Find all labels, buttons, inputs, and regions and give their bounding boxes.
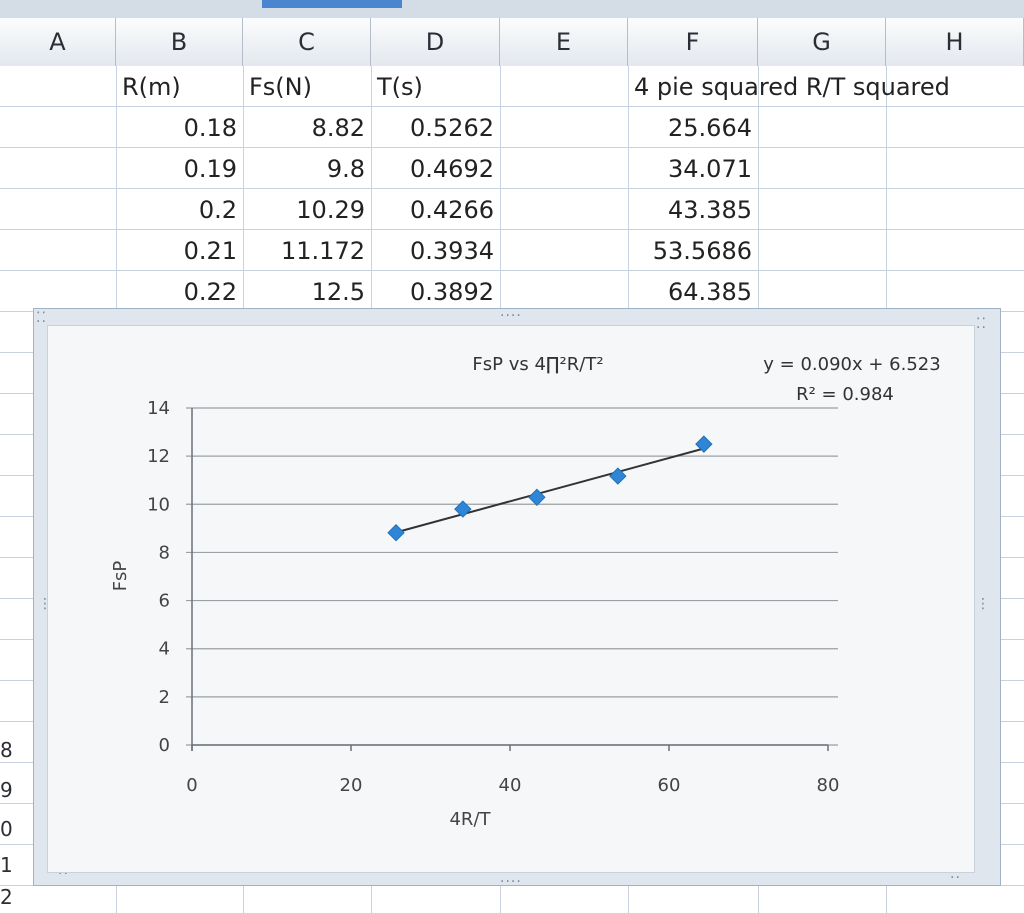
column-header-d[interactable]: D: [371, 18, 500, 66]
cell-c[interactable]: 9.8: [326, 154, 365, 183]
cell-d[interactable]: 0.4266: [410, 195, 494, 224]
cell-b[interactable]: 0.18: [183, 113, 237, 142]
row-number[interactable]: 9: [0, 778, 13, 802]
column-header-h[interactable]: H: [886, 18, 1024, 66]
cell-c-header[interactable]: Fs(N): [249, 72, 312, 101]
cell-c[interactable]: 8.82: [311, 113, 365, 142]
cell-b[interactable]: 0.19: [183, 154, 237, 183]
row-number[interactable]: 0: [0, 817, 13, 841]
cell-c[interactable]: 10.29: [296, 195, 365, 224]
column-header-a[interactable]: A: [0, 18, 116, 66]
cell-d[interactable]: 0.3892: [410, 277, 494, 306]
column-header-e[interactable]: E: [500, 18, 628, 66]
cell-f[interactable]: 64.385: [668, 277, 752, 306]
cell-f-header[interactable]: 4 pie squared R/T squared: [634, 72, 950, 101]
cell-f[interactable]: 34.071: [668, 154, 752, 183]
resize-handle[interactable]: ⁚⁚: [976, 316, 987, 332]
cell-d[interactable]: 0.5262: [410, 113, 494, 142]
cell-d[interactable]: 0.3934: [410, 236, 494, 265]
cell-c[interactable]: 11.172: [281, 236, 365, 265]
cell-b[interactable]: 0.2: [198, 195, 237, 224]
row-number[interactable]: 2: [0, 885, 13, 909]
cell-f[interactable]: 25.664: [668, 113, 752, 142]
ribbon-edge: [0, 0, 1024, 18]
column-header-c[interactable]: C: [243, 18, 371, 66]
cell-d[interactable]: 0.4692: [410, 154, 494, 183]
row-number[interactable]: 1: [0, 853, 13, 877]
cell-f[interactable]: 43.385: [668, 195, 752, 224]
active-tab-indicator: [262, 0, 402, 8]
cell-b[interactable]: 0.22: [183, 277, 237, 306]
column-header-g[interactable]: G: [758, 18, 886, 66]
chart-area[interactable]: [47, 325, 975, 873]
resize-handle[interactable]: ⁚⁚: [950, 866, 961, 882]
cell-d-header[interactable]: T(s): [377, 72, 423, 101]
column-header-b[interactable]: B: [116, 18, 243, 66]
cell-f[interactable]: 53.5686: [652, 236, 752, 265]
resize-handle[interactable]: ⁚⁚: [36, 310, 47, 326]
resize-handle[interactable]: ····: [500, 308, 522, 324]
cell-b[interactable]: 0.21: [183, 236, 237, 265]
column-header-f[interactable]: F: [628, 18, 758, 66]
resize-handle[interactable]: ⋮: [976, 596, 991, 612]
cell-b-header[interactable]: R(m): [122, 72, 181, 101]
resize-handle[interactable]: ····: [500, 874, 522, 890]
cell-c[interactable]: 12.5: [311, 277, 365, 306]
row-number[interactable]: 8: [0, 738, 13, 762]
